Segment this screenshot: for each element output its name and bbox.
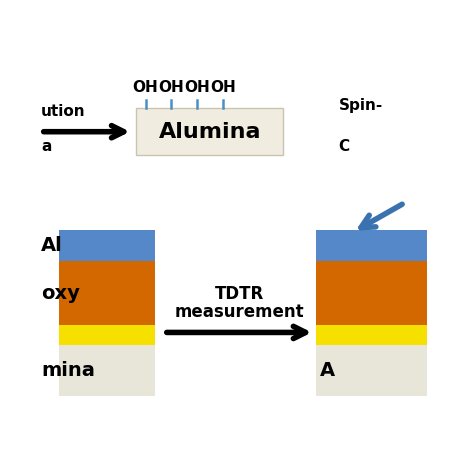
Text: a: a xyxy=(41,139,51,154)
FancyBboxPatch shape xyxy=(137,108,283,155)
Text: OH: OH xyxy=(184,80,210,95)
Text: ution: ution xyxy=(41,104,85,119)
Text: Al: Al xyxy=(41,236,63,255)
Text: OH: OH xyxy=(133,80,158,95)
Bar xyxy=(37,345,155,396)
Bar xyxy=(37,325,155,345)
Text: Spin-: Spin- xyxy=(338,99,383,113)
Text: measurement: measurement xyxy=(174,303,304,321)
Text: A: A xyxy=(320,361,335,380)
Text: oxy: oxy xyxy=(41,284,80,303)
Text: TDTR: TDTR xyxy=(215,285,264,303)
Text: OH: OH xyxy=(210,80,236,95)
Bar xyxy=(316,345,434,396)
Bar xyxy=(37,230,155,261)
Text: OH: OH xyxy=(158,80,184,95)
Bar xyxy=(316,230,434,261)
Bar xyxy=(316,261,434,325)
Bar xyxy=(316,325,434,345)
Text: C: C xyxy=(338,139,349,154)
Text: mina: mina xyxy=(41,361,95,380)
Bar xyxy=(37,261,155,325)
Text: Alumina: Alumina xyxy=(159,122,261,142)
